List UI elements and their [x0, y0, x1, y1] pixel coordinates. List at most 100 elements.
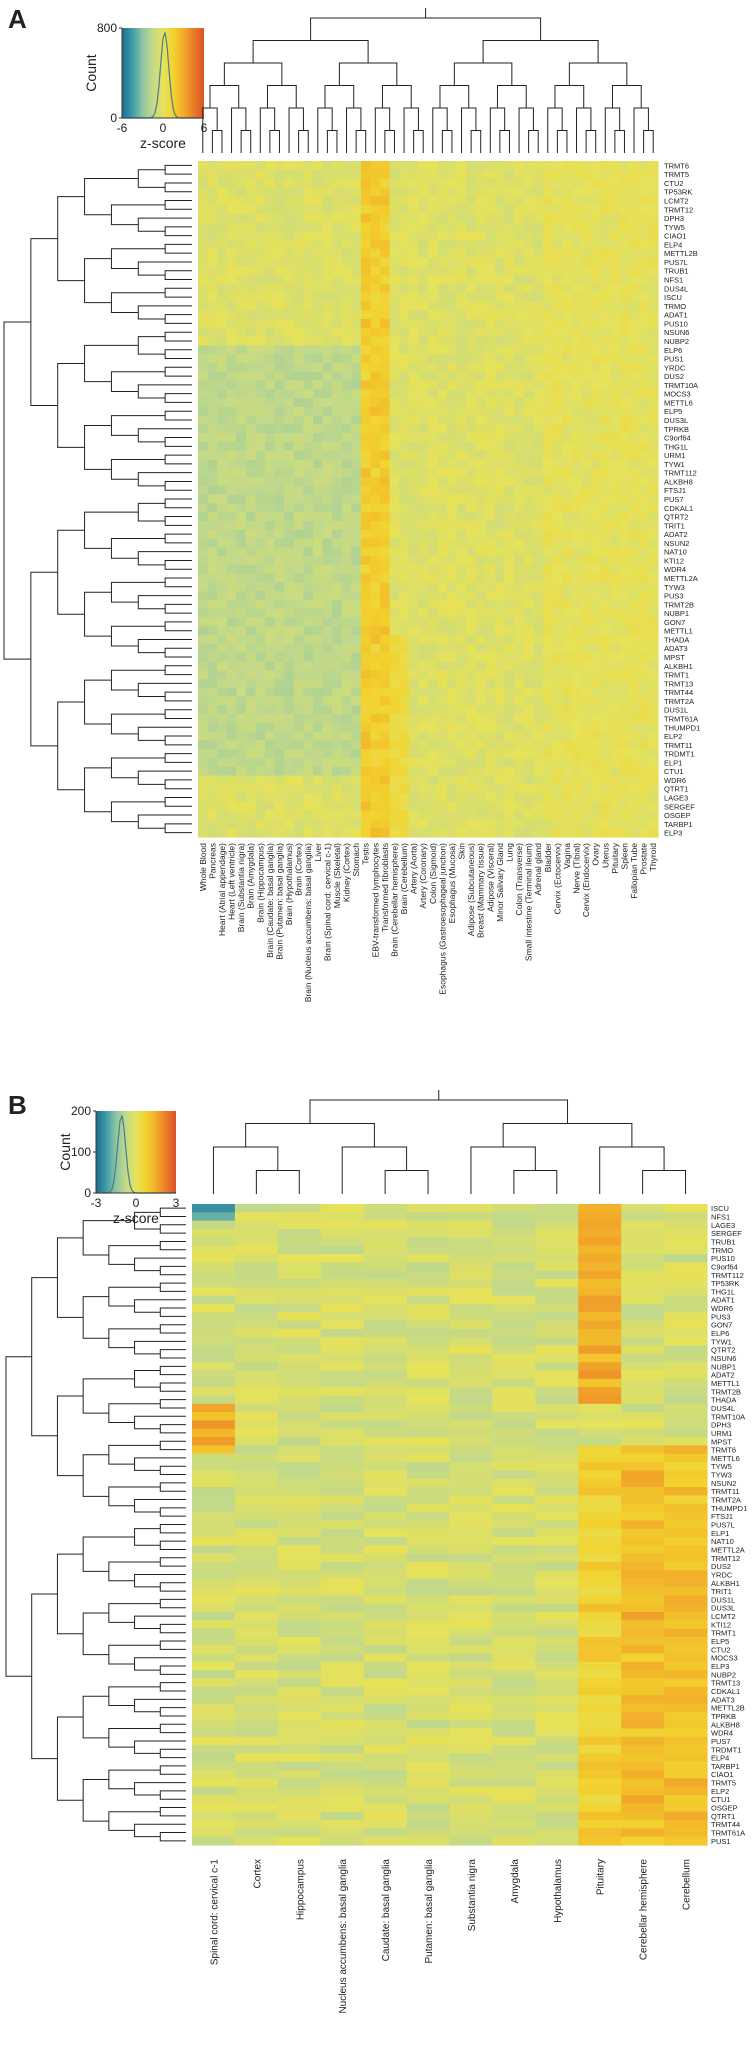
panel-a-heatmap-cell	[418, 231, 429, 241]
panel-a-heatmap-cell	[504, 169, 515, 180]
panel-b-heatmap-cell	[449, 1795, 494, 1804]
panel-a-heatmap-cell	[600, 406, 611, 417]
panel-a-heatmap-cell	[437, 415, 448, 425]
panel-a-heatmap-cell	[504, 784, 515, 794]
panel-a-heatmap-cell	[332, 810, 343, 821]
panel-b-row-label: TRMO	[711, 1246, 733, 1255]
panel-a-heatmap-cell	[571, 652, 582, 663]
panel-a-heatmap-cell	[217, 591, 228, 601]
panel-b-heatmap-cell	[449, 1561, 494, 1571]
panel-a-heatmap-cell	[428, 661, 439, 671]
panel-a-heatmap-cell	[475, 441, 487, 452]
panel-a-heatmap-cell	[293, 398, 305, 408]
panel-a-heatmap-cell	[600, 696, 611, 706]
panel-a-heatmap-cell	[523, 819, 535, 829]
panel-a-heatmap-cell	[638, 520, 650, 531]
panel-a-heatmap-cell	[600, 520, 611, 531]
panel-a-heatmap-cell	[504, 538, 515, 548]
panel-a-heatmap-cell	[447, 538, 458, 548]
panel-b-heatmap-cell	[535, 1636, 579, 1646]
panel-a-heatmap-cell	[198, 292, 209, 303]
panel-a-heatmap-cell	[456, 433, 467, 443]
panel-b-heatmap-cell	[492, 1570, 536, 1580]
panel-a-heatmap-cell	[523, 626, 535, 636]
panel-a-heatmap-cell	[571, 687, 582, 698]
panel-b-heatmap-cell	[664, 1786, 708, 1796]
panel-a-heatmap-cell	[341, 477, 352, 487]
panel-b-heatmap-cell	[277, 1428, 322, 1438]
panel-a-heatmap-cell	[370, 354, 381, 364]
panel-b-heatmap-cell	[363, 1686, 408, 1696]
panel-a-heatmap-cell	[600, 477, 611, 487]
panel-a-heatmap-cell	[543, 345, 554, 355]
panel-b-heatmap-cell	[621, 1561, 665, 1571]
panel-b-legend-ylabel: Count	[57, 1133, 73, 1170]
panel-a-heatmap-cell	[293, 248, 305, 259]
panel-a-heatmap-cell	[590, 327, 602, 338]
panel-a-heatmap-cell	[581, 178, 592, 188]
panel-a-heatmap-cell	[332, 248, 343, 259]
panel-a-heatmap-cell	[332, 731, 343, 742]
panel-a-heatmap-cell	[581, 371, 592, 382]
panel-a-heatmap-cell	[418, 415, 429, 425]
panel-a-heatmap-cell	[284, 775, 295, 785]
panel-b-heatmap-cell	[277, 1711, 322, 1721]
panel-a-heatmap-cell	[370, 617, 381, 627]
panel-a-heatmap-cell	[284, 582, 295, 592]
panel-a-heatmap-cell	[389, 520, 400, 531]
panel-a-heatmap-cell	[495, 424, 506, 434]
panel-b-heatmap-cell	[234, 1795, 279, 1804]
panel-a-heatmap-cell	[217, 705, 228, 715]
panel-a-heatmap-cell	[543, 740, 554, 750]
row-dendro-link	[164, 735, 192, 746]
panel-a-heatmap-cell	[495, 336, 506, 346]
panel-a-heatmap-cell	[284, 564, 295, 575]
panel-a-heatmap-cell	[370, 275, 381, 285]
panel-a-heatmap-cell	[198, 213, 209, 224]
panel-b-heatmap-cell	[192, 1520, 236, 1530]
panel-a-heatmap-cell	[198, 389, 209, 399]
panel-a-heatmap-cell	[418, 573, 429, 583]
panel-a-heatmap-cell	[600, 512, 611, 522]
panel-a-heatmap-cell	[313, 459, 324, 469]
row-dendro-link	[110, 669, 166, 691]
panel-b-heatmap-cell	[578, 1803, 622, 1813]
panel-a-heatmap-cell	[293, 494, 305, 504]
panel-a-heatmap-cell	[562, 599, 573, 610]
panel-a-heatmap-cell	[322, 204, 333, 215]
panel-b-heatmap-cell	[277, 1578, 322, 1588]
panel-a-heatmap-cell	[428, 301, 439, 311]
panel-a-heatmap-cell	[437, 670, 448, 680]
panel-a-heatmap-cell	[255, 582, 266, 592]
panel-b-heatmap-cell	[406, 1645, 451, 1655]
panel-a-heatmap-cell	[274, 301, 285, 311]
panel-a-heatmap-cell	[351, 319, 362, 329]
panel-a-heatmap-cell	[581, 573, 592, 583]
panel-a-heatmap-cell	[456, 731, 467, 742]
panel-a-heatmap-cell	[245, 678, 257, 689]
panel-a-heatmap-cell	[408, 231, 420, 241]
panel-a-heatmap-cell	[648, 784, 659, 794]
panel-b-heatmap-cell	[192, 1253, 236, 1263]
panel-a-heatmap-cell	[245, 714, 257, 724]
panel-a-heatmap-cell	[475, 608, 487, 619]
panel-a-heatmap-cell	[226, 793, 237, 803]
panel-a-heatmap-cell	[284, 477, 295, 487]
panel-a-heatmap-cell	[562, 801, 573, 812]
row-dendro-link	[164, 437, 192, 447]
panel-a-heatmap-cell	[351, 793, 362, 803]
panel-a-heatmap-cell	[610, 362, 621, 373]
panel-a-heatmap-cell	[360, 801, 372, 812]
panel-a-heatmap-cell	[619, 178, 630, 188]
panel-a-heatmap-cell	[370, 196, 381, 206]
panel-b-heatmap-cell	[363, 1503, 408, 1513]
panel-a-heatmap-cell	[313, 345, 324, 355]
panel-a-heatmap-cell	[437, 564, 448, 575]
panel-a-heatmap-cell	[207, 801, 218, 812]
panel-a-heatmap-cell	[380, 635, 391, 645]
panel-a-heatmap-cell	[389, 433, 400, 443]
panel-b-heatmap-cell	[406, 1245, 451, 1255]
panel-a-heatmap-cell	[332, 512, 343, 522]
panel-a-heatmap-cell	[543, 547, 554, 557]
panel-b-heatmap-cell	[320, 1778, 365, 1788]
